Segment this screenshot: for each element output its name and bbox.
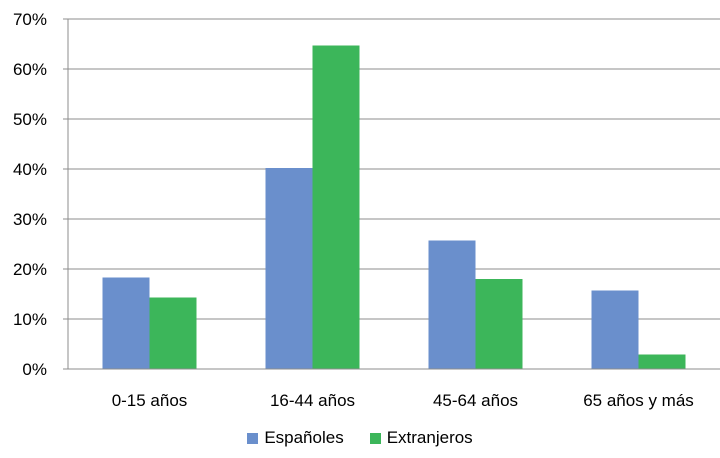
category-label: 45-64 años <box>433 391 518 410</box>
y-tick-label: 10% <box>13 310 47 329</box>
bar-extranjeros <box>312 45 360 369</box>
category-label: 0-15 años <box>112 391 188 410</box>
y-tick-label: 0% <box>22 360 47 379</box>
y-tick-label: 20% <box>13 260 47 279</box>
bar-espanoles <box>591 290 639 369</box>
bars <box>102 45 686 369</box>
y-tick-label: 30% <box>13 210 47 229</box>
category-labels: 0-15 años 16-44 años 45-64 años 65 años y m… <box>112 391 694 410</box>
legend-swatch-extranjeros <box>369 432 381 444</box>
bar-extranjeros <box>475 279 523 369</box>
gridlines <box>63 18 720 370</box>
legend-label-extranjeros: Extranjeros <box>386 428 473 447</box>
bar-espanoles <box>428 240 476 369</box>
legend-item-extranjeros: Extranjeros <box>369 428 473 448</box>
bar-extranjeros <box>638 354 686 369</box>
legend-label-espanoles: Españoles <box>264 428 344 447</box>
bar-chart: 0% 10% 20% 30% 40% 50% 60% 70% 0-15 años 16-44 a… <box>13 10 720 410</box>
legend-swatch-espanoles <box>247 432 259 444</box>
category-label: 16-44 años <box>270 391 355 410</box>
y-tick-label: 50% <box>13 110 47 129</box>
bar-espanoles <box>102 277 150 369</box>
legend: Españoles Extranjeros <box>0 428 720 448</box>
y-tick-label: 70% <box>13 10 47 29</box>
legend-item-espanoles: Españoles <box>247 428 344 448</box>
bar-extranjeros <box>149 297 197 369</box>
y-tick-label: 40% <box>13 160 47 179</box>
category-label: 65 años y más <box>583 391 694 410</box>
bar-espanoles <box>265 168 313 369</box>
y-tick-label: 60% <box>13 60 47 79</box>
y-tick-labels: 0% 10% 20% 30% 40% 50% 60% 70% <box>13 10 47 379</box>
